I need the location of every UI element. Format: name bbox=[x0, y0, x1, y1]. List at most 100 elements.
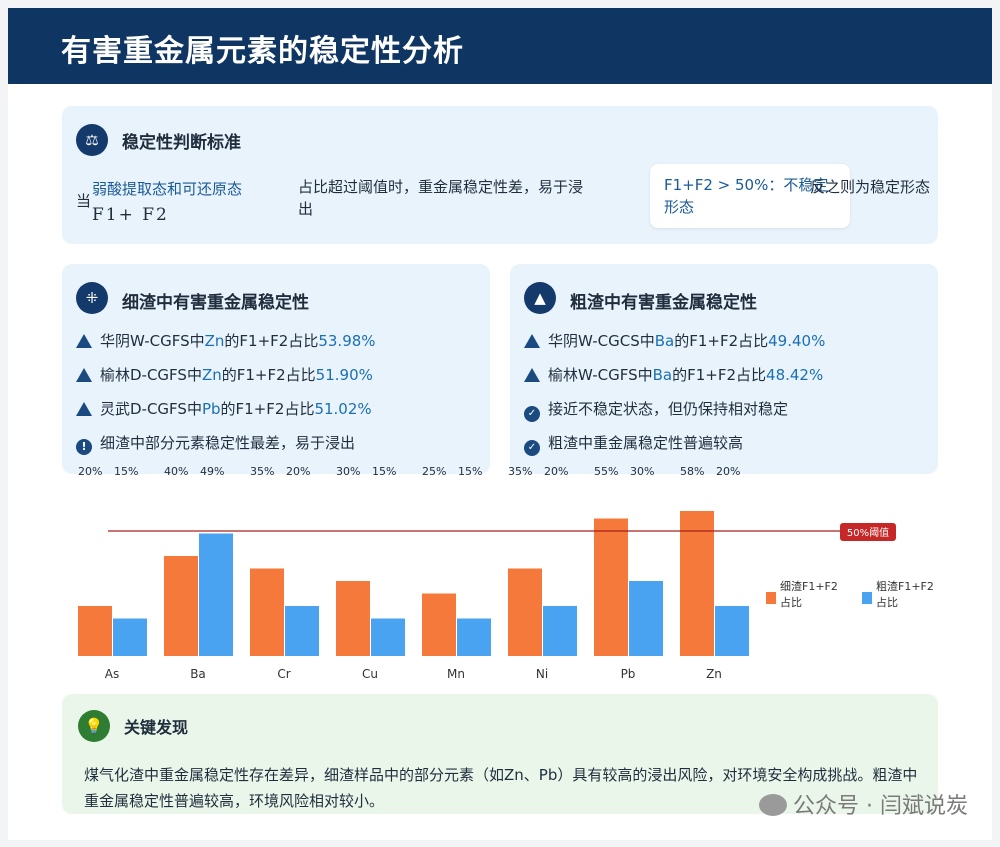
item-elem: Zn bbox=[201, 366, 222, 384]
x-tick-label: Cu bbox=[362, 667, 378, 681]
item-val: 51.02% bbox=[314, 400, 372, 418]
list-item: 榆林D-CGFS中Zn的F1+F2占比51.90% bbox=[76, 364, 373, 388]
threshold-text: F1+F2 > 50%：不稳定形态 bbox=[664, 176, 829, 216]
item-val: 48.42% bbox=[766, 366, 824, 384]
bar-coarse-Ba bbox=[199, 533, 233, 656]
bar-coarse-Zn bbox=[715, 606, 749, 656]
bar-fine-Pb bbox=[594, 518, 628, 656]
value-label: 30% bbox=[630, 465, 655, 478]
bar-coarse-Cu bbox=[371, 618, 405, 656]
value-label: 58% bbox=[680, 465, 705, 478]
list-item: ✓ 接近不稳定状态，但仍保持相对稳定 bbox=[524, 398, 788, 422]
page: 有害重金属元素的稳定性分析 ⚖ 稳定性判断标准 当 弱酸提取态和可还原态 F1+… bbox=[8, 8, 992, 840]
value-label: 49% bbox=[200, 465, 225, 478]
value-label: 15% bbox=[114, 465, 139, 478]
bar-fine-Ba bbox=[164, 556, 198, 656]
value-label: 20% bbox=[544, 465, 569, 478]
bar-coarse-Ni bbox=[543, 606, 577, 656]
item-mid: 的F1+F2占比 bbox=[224, 332, 319, 350]
item-elem: Pb bbox=[201, 400, 221, 418]
legend-swatch bbox=[766, 592, 776, 604]
grid-dots-icon: ⁜ bbox=[76, 282, 108, 314]
list-item: ✓ 粗渣中重金属稳定性普遍较高 bbox=[524, 432, 743, 456]
findings-title: 关键发现 bbox=[124, 718, 189, 737]
criteria-card: ⚖ 稳定性判断标准 当 弱酸提取态和可还原态 F1+ F2 占比超过阈值时，重金… bbox=[62, 106, 938, 244]
item-pre: 榆林W-CGFS中 bbox=[548, 366, 653, 384]
item-val: 53.98% bbox=[318, 332, 376, 350]
list-item: ! 细渣中部分元素稳定性最差，易于浸出 bbox=[76, 432, 355, 456]
threshold-label-bg bbox=[840, 523, 896, 541]
item-val: 49.40% bbox=[768, 332, 826, 350]
item-mid: 的F1+F2占比 bbox=[221, 366, 316, 384]
legend-swatch bbox=[862, 592, 872, 604]
warning-triangle-icon bbox=[524, 334, 540, 348]
bar-coarse-Cr bbox=[285, 606, 319, 656]
bar-fine-Cu bbox=[336, 581, 370, 656]
header-bar: 有害重金属元素的稳定性分析 bbox=[8, 8, 992, 84]
value-label: 35% bbox=[508, 465, 533, 478]
findings-text: 煤气化渣中重金属稳定性存在差异，细渣样品中的部分元素（如Zn、Pb）具有较高的浸… bbox=[84, 766, 918, 810]
warning-triangle-icon bbox=[524, 368, 540, 382]
bar-coarse-As bbox=[113, 618, 147, 656]
value-label: 15% bbox=[458, 465, 483, 478]
list-item: 灵武D-CGFS中Pb的F1+F2占比51.02% bbox=[76, 398, 372, 422]
bar-fine-Cr bbox=[250, 568, 284, 656]
legend-label: 粗渣F1+F2 bbox=[876, 579, 934, 593]
fine-slag-title: 细渣中有害重金属稳定性 bbox=[122, 293, 309, 313]
fine-slag-card: ⁜ 细渣中有害重金属稳定性 华阴W-CGFS中Zn的F1+F2占比53.98% 榆… bbox=[62, 264, 490, 474]
item-pre: 榆林D-CGFS中 bbox=[100, 366, 202, 384]
warning-triangle-icon bbox=[76, 334, 92, 348]
check-circle-icon: ✓ bbox=[524, 440, 540, 456]
criteria-highlight: 弱酸提取态和可还原态 bbox=[92, 180, 243, 198]
warning-triangle-icon bbox=[76, 368, 92, 382]
warning-triangle-icon bbox=[76, 402, 92, 416]
bar-fine-Zn bbox=[680, 511, 714, 656]
list-item: 华阴W-CGCS中Ba的F1+F2占比49.40% bbox=[524, 330, 825, 354]
item-mid: 的F1+F2占比 bbox=[220, 400, 315, 418]
value-label: 40% bbox=[164, 465, 189, 478]
watermark-text: 公众号 · 闫斌说炭 bbox=[793, 794, 968, 819]
coarse-slag-card: ▲ 粗渣中有害重金属稳定性 华阴W-CGCS中Ba的F1+F2占比49.40% 榆… bbox=[510, 264, 938, 474]
bar-fine-As bbox=[78, 606, 112, 656]
item-pre: 细渣中部分元素稳定性最差，易于浸出 bbox=[100, 434, 356, 452]
item-pre: 华阴W-CGFS中 bbox=[100, 332, 205, 350]
item-pre: 华阴W-CGCS中 bbox=[548, 332, 655, 350]
coarse-slag-title: 粗渣中有害重金属稳定性 bbox=[570, 293, 757, 313]
item-elem: Zn bbox=[204, 332, 225, 350]
x-tick-label: Mn bbox=[447, 667, 465, 681]
item-mid: 的F1+F2占比 bbox=[672, 366, 767, 384]
page-title: 有害重金属元素的稳定性分析 bbox=[61, 34, 464, 69]
x-tick-label: As bbox=[105, 667, 119, 681]
x-tick-label: Ni bbox=[536, 667, 548, 681]
lightbulb-icon: 💡 bbox=[78, 710, 110, 742]
x-tick-label: Ba bbox=[190, 667, 206, 681]
watermark: 公众号 · 闫斌说炭 bbox=[759, 788, 968, 820]
value-label: 20% bbox=[286, 465, 311, 478]
balance-scale-icon: ⚖ bbox=[76, 124, 108, 156]
criteria-title: 稳定性判断标准 bbox=[122, 133, 241, 153]
list-item: 华阴W-CGFS中Zn的F1+F2占比53.98% bbox=[76, 330, 376, 354]
list-item: 榆林W-CGFS中Ba的F1+F2占比48.42% bbox=[524, 364, 823, 388]
threshold-label: 50%阈值 bbox=[847, 526, 889, 539]
exclamation-circle-icon: ! bbox=[76, 439, 92, 455]
bar-coarse-Mn bbox=[457, 618, 491, 656]
criteria-condition: 占比超过阈值时，重金属稳定性差，易于浸出 bbox=[298, 178, 584, 218]
item-pre: 接近不稳定状态，但仍保持相对稳定 bbox=[548, 400, 789, 418]
item-val: 51.90% bbox=[315, 366, 373, 384]
item-elem: Ba bbox=[652, 366, 673, 384]
bar-coarse-Pb bbox=[629, 581, 663, 656]
wechat-icon bbox=[759, 794, 788, 816]
value-label: 30% bbox=[336, 465, 361, 478]
criteria-formula: F1+ F2 bbox=[92, 205, 169, 225]
legend-label: 占比 bbox=[780, 595, 802, 609]
criteria-prefix: 当 bbox=[76, 192, 92, 210]
x-tick-label: Zn bbox=[706, 667, 722, 681]
findings-card: 💡 关键发现 煤气化渣中重金属稳定性存在差异，细渣样品中的部分元素（如Zn、Pb… bbox=[62, 694, 938, 814]
threshold-box: F1+F2 > 50%：不稳定形态 bbox=[650, 164, 850, 228]
legend-label: 细渣F1+F2 bbox=[780, 579, 838, 593]
item-elem: Ba bbox=[654, 332, 675, 350]
item-pre: 灵武D-CGFS中 bbox=[100, 400, 202, 418]
value-label: 20% bbox=[716, 465, 741, 478]
check-circle-icon: ✓ bbox=[524, 406, 540, 422]
